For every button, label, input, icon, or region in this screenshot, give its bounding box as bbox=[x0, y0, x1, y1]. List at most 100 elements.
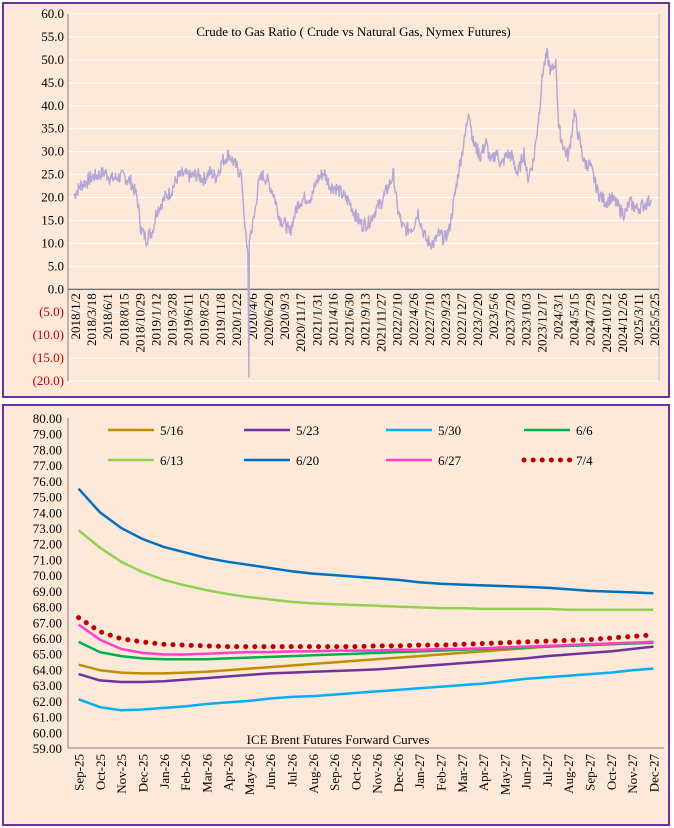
brent-forward-curves-panel: 80.00 79.00 78.00 77.00 76.00 75.00 74.00 73.00… bbox=[2, 404, 670, 826]
x-tick-label: 2018/8/15 bbox=[116, 293, 131, 346]
y-tick-label: (20.0) bbox=[33, 373, 64, 388]
x-tick-label: 2024/10/12 bbox=[599, 293, 614, 352]
y-tick-label: 45.0 bbox=[41, 75, 64, 90]
y-tick-label: 66.00 bbox=[33, 631, 62, 646]
y-tick-label: 60.0 bbox=[41, 6, 64, 21]
x-tick-label: 2022/2/10 bbox=[390, 293, 405, 346]
x-tick-label: 2022/12/7 bbox=[454, 293, 469, 346]
y-tick-label: 61.00 bbox=[33, 710, 62, 725]
x-tick-label: Jan-27 bbox=[412, 754, 427, 789]
series-line-6-20 bbox=[77, 487, 654, 595]
y-tick-label: 15.0 bbox=[41, 212, 64, 227]
y-tick-label: 10.0 bbox=[41, 235, 64, 250]
y-tick-label: 75.00 bbox=[33, 490, 62, 505]
brent-forward-curves-chart: 80.0079.0078.0077.0076.0075.0074.0073.00… bbox=[33, 411, 664, 795]
x-tick-label: Apr-27 bbox=[476, 754, 491, 792]
x-tick-label: Jul-26 bbox=[285, 754, 300, 787]
y-tick-label: 77.00 bbox=[33, 458, 62, 473]
y-tick-label: 25.0 bbox=[41, 167, 64, 182]
x-tick-label: Jun-27 bbox=[519, 754, 534, 790]
legend-label: 7/4 bbox=[576, 453, 593, 468]
y-tick-label: 63.00 bbox=[33, 678, 62, 693]
y-tick-label: 0.0 bbox=[48, 281, 64, 296]
y-tick-label: 74.00 bbox=[33, 505, 62, 520]
series-line-5-30 bbox=[78, 667, 654, 712]
x-tick-label: 2019/1/12 bbox=[148, 293, 163, 346]
x-tick-label: 2023/5/6 bbox=[486, 293, 501, 340]
x-tick-label: Dec-27 bbox=[646, 754, 661, 793]
y-tick-label: 64.00 bbox=[33, 662, 62, 677]
x-tick-label: 2019/3/28 bbox=[165, 293, 180, 346]
x-tick-label: 2024/3/1 bbox=[551, 293, 566, 339]
y-tick-label: 79.00 bbox=[33, 427, 62, 442]
x-tick-label: 2018/10/29 bbox=[132, 293, 147, 352]
legend-label: 6/13 bbox=[160, 453, 183, 468]
legend-label: 6/27 bbox=[438, 453, 462, 468]
x-tick-label: 2024/12/26 bbox=[615, 293, 630, 353]
y-tick-label: 67.00 bbox=[33, 615, 62, 630]
x-tick-label: 2020/6/20 bbox=[261, 293, 276, 346]
y-tick-label: 5.0 bbox=[48, 258, 64, 273]
x-tick-label: 2020/11/17 bbox=[293, 293, 308, 352]
x-tick-label: 2023/2/20 bbox=[470, 293, 485, 346]
y-tick-label: (10.0) bbox=[33, 327, 64, 342]
legend-label: 5/16 bbox=[160, 423, 184, 438]
x-tick-label: 2022/7/10 bbox=[422, 293, 437, 346]
y-tick-label: 71.00 bbox=[33, 552, 62, 567]
x-tick-label: 2019/8/25 bbox=[197, 293, 212, 346]
x-tick-label: Apr-26 bbox=[221, 754, 236, 792]
y-tick-label: 30.0 bbox=[41, 144, 64, 159]
x-tick-label: 2018/6/1 bbox=[100, 293, 115, 339]
series-line-6-27 bbox=[77, 623, 654, 656]
y-tick-label: 60.00 bbox=[33, 725, 62, 740]
crude-gas-ratio-panel: 60.0 55.0 50.0 45.0 40.0 35.0 30.0 25.0 20.0 15.0… bbox=[2, 2, 670, 398]
x-tick-label: Nov-25 bbox=[114, 754, 129, 794]
x-tick-label: Feb-26 bbox=[178, 754, 193, 791]
legend-label: 6/20 bbox=[296, 453, 319, 468]
y-tick-label: 68.00 bbox=[33, 600, 62, 615]
x-tick-label: Dec-25 bbox=[136, 754, 151, 792]
x-tick-label: 2018/3/18 bbox=[84, 293, 99, 346]
y-tick-label: 69.00 bbox=[33, 584, 62, 599]
x-tick-label: 2022/4/26 bbox=[406, 293, 421, 346]
y-tick-label: 50.0 bbox=[41, 52, 64, 67]
x-tick-label: Jul-27 bbox=[540, 754, 555, 787]
series-line-7-4 bbox=[76, 615, 656, 650]
crude-gas-ratio-chart: 60.0 55.0 50.0 45.0 40.0 35.0 30.0 25.0 20.0 15.0… bbox=[33, 6, 662, 388]
legend-label: 5/30 bbox=[438, 423, 461, 438]
x-tick-label: 2024/7/29 bbox=[583, 293, 598, 346]
x-tick-label: 2021/4/16 bbox=[325, 293, 340, 346]
x-tick-label: 2020/9/3 bbox=[277, 293, 292, 339]
chart-title: ICE Brent Futures Forward Curves bbox=[247, 732, 430, 747]
x-tick-label: Sep-25 bbox=[72, 754, 87, 791]
chart-title: Crude to Gas Ratio ( Crude vs Natural Ga… bbox=[196, 24, 510, 39]
y-tick-label: 78.00 bbox=[33, 442, 62, 457]
x-tick-label: Nov-27 bbox=[625, 754, 640, 794]
y-tick-label: 76.00 bbox=[33, 474, 62, 489]
x-tick-label: Feb-27 bbox=[434, 754, 449, 791]
ratio-series-line bbox=[73, 48, 652, 378]
x-tick-label: 2020/1/22 bbox=[229, 293, 244, 346]
x-tick-label: 2019/6/11 bbox=[181, 293, 196, 345]
x-tick-label: 2021/6/30 bbox=[341, 293, 356, 346]
y-tick-label: 20.0 bbox=[41, 190, 64, 205]
y-tick-label: 72.00 bbox=[33, 537, 62, 552]
x-tick-label: 2021/9/13 bbox=[358, 293, 373, 346]
x-tick-label: 2024/5/15 bbox=[567, 293, 582, 346]
x-tick-label: 2020/4/6 bbox=[245, 293, 260, 340]
x-tick-label: 2019/11/8 bbox=[213, 293, 228, 345]
y-tick-label: (5.0) bbox=[39, 304, 64, 319]
series-line-5-23 bbox=[78, 645, 654, 684]
y-tick-label: 62.00 bbox=[33, 694, 62, 709]
x-tick-label: Mar-26 bbox=[199, 754, 214, 793]
x-tick-label: 2023/10/3 bbox=[518, 293, 533, 346]
x-tick-label: 2018/1/2 bbox=[68, 293, 83, 339]
x-tick-label: 2025/5/25 bbox=[647, 293, 662, 346]
x-tick-label: 2021/1/31 bbox=[309, 293, 324, 346]
x-tick-label: Mar-27 bbox=[455, 754, 470, 793]
x-tick-label: Dec-26 bbox=[391, 754, 406, 793]
x-tick-label: Oct-26 bbox=[348, 754, 363, 791]
x-tick-label: Nov-26 bbox=[370, 754, 385, 794]
x-tick-label: 2023/7/20 bbox=[502, 293, 517, 346]
y-tick-label: 35.0 bbox=[41, 121, 64, 136]
